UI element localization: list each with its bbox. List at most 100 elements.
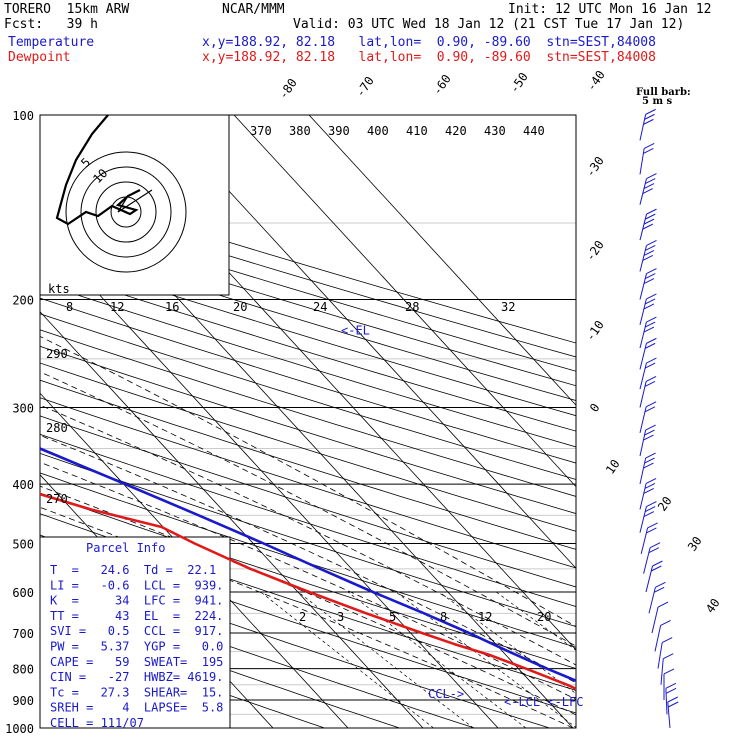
barb-flag	[667, 701, 679, 708]
wind-barb	[665, 682, 677, 715]
isotherm-label: -80	[276, 76, 300, 102]
barb-staff	[640, 527, 649, 555]
barb-flag	[645, 178, 656, 185]
mixing-ratio-upper-label: 8	[66, 300, 73, 314]
barb-staff	[660, 658, 664, 685]
ccl-annotation: CCL->	[428, 687, 464, 701]
barb-flag	[644, 406, 656, 413]
barb-flag	[647, 522, 658, 529]
barb-flag	[645, 108, 656, 115]
isotherm-label: -60	[430, 72, 454, 98]
mixing-ratio-upper-label: 16	[165, 300, 179, 314]
barb-flag	[646, 337, 657, 344]
barb-flag	[657, 601, 669, 608]
barb-staff	[639, 483, 647, 510]
wind-barb	[640, 522, 658, 555]
barb-flag	[643, 218, 655, 225]
barb-flag	[643, 511, 655, 518]
barb-staff	[639, 362, 647, 390]
barb-flag	[645, 424, 656, 431]
barb-flag	[643, 142, 655, 149]
barb-flag	[663, 668, 675, 675]
isotherm-label: -40	[584, 68, 608, 94]
barb-flag	[646, 357, 657, 364]
wind-barb	[639, 108, 656, 141]
wind-barb	[639, 240, 657, 272]
wind-barb	[657, 637, 673, 669]
pressure-label-500: 500	[12, 537, 34, 551]
barb-staff	[639, 214, 647, 241]
barb-flag	[661, 637, 673, 644]
parcel-row: LI = -0.6 LCL = 939.	[50, 578, 223, 592]
wind-barb	[667, 696, 679, 729]
dry-adiabat	[40, 345, 576, 515]
wind-barb	[639, 501, 657, 533]
pressure-label-600: 600	[12, 586, 34, 600]
barb-flag	[642, 255, 653, 261]
hodograph-trace	[55, 114, 141, 226]
wind-barb	[643, 542, 661, 574]
theta-e-label: 380	[289, 124, 311, 138]
pressure-label-200: 200	[12, 294, 34, 308]
theta-label: 270	[46, 492, 68, 506]
pressure-label-1000: 1000	[5, 722, 34, 736]
parcel-title: Parcel Info	[86, 541, 165, 555]
barb-flag	[642, 188, 653, 195]
el-annotation: <-EL	[341, 324, 370, 338]
init-label: Init: 12 UTC Mon 16 Jan 12	[508, 2, 712, 17]
barb-flag	[644, 482, 656, 489]
barb-flag	[643, 434, 654, 441]
pressure-label-800: 800	[12, 663, 34, 677]
dry-adiabat	[40, 415, 576, 588]
barb-flag	[643, 326, 655, 333]
theta-e-label: 400	[367, 124, 389, 138]
hodograph-ring	[65, 151, 187, 273]
wind-barb	[639, 452, 656, 485]
wind-barb	[639, 376, 657, 408]
theta-label: 290	[46, 347, 68, 361]
barb-staff	[665, 688, 668, 715]
pressure-label-100: 100	[12, 109, 34, 123]
wind-barb	[639, 316, 657, 349]
mixing-ratio-label: 5	[389, 610, 396, 624]
isobars	[39, 114, 740, 729]
storm-motion-arrow	[117, 189, 153, 213]
isotherm-label: -70	[353, 74, 377, 100]
barb-staff	[648, 587, 656, 614]
barb-flag	[643, 462, 654, 469]
center-label: NCAR/MMM	[222, 2, 285, 17]
mixing-ratio-upper-label: 32	[501, 300, 515, 314]
parcel-row: SREH = 4 LAPSE= 5.8	[50, 701, 223, 715]
mixing-ratio-label: 2	[299, 610, 306, 624]
barb-flag	[644, 321, 656, 328]
barb-flag	[644, 298, 656, 305]
dry-adiabat	[40, 210, 576, 372]
barb-flag	[646, 268, 657, 274]
hodograph-ring	[80, 166, 172, 258]
wind-barb	[639, 142, 655, 175]
dry-adiabat	[40, 313, 576, 480]
wind-barb	[639, 208, 657, 241]
barb-flag	[645, 245, 656, 251]
barb-flag	[665, 687, 677, 694]
temperature-profile	[40, 447, 576, 683]
barb-staff	[639, 245, 647, 272]
mixing-ratio-line	[395, 591, 576, 728]
isotherm	[158, 115, 576, 569]
dewpoint-profile	[40, 492, 576, 691]
barb-note-2: 5 m s	[642, 96, 673, 107]
wind-barb	[639, 424, 656, 457]
hodograph-units: kts	[48, 282, 70, 296]
barb-flag	[646, 501, 657, 508]
mixing-ratio-upper-label: 12	[110, 300, 124, 314]
dry-adiabat	[40, 513, 576, 691]
mixing-ratio-label: 12	[478, 610, 492, 624]
parcel-row: K = 34 LFC = 941.	[50, 594, 223, 608]
mixing-ratio-upper-label: 20	[233, 300, 247, 314]
parcel-row: CIN = -27 HWBZ= 4619.	[50, 670, 223, 684]
barb-flag	[646, 293, 657, 300]
mixing-ratio-label: 8	[440, 610, 447, 624]
isotherm-label: 30	[685, 534, 705, 554]
parcel-row: PW = 5.37 YGP = 0.0	[50, 640, 223, 654]
barb-staff	[639, 148, 645, 175]
